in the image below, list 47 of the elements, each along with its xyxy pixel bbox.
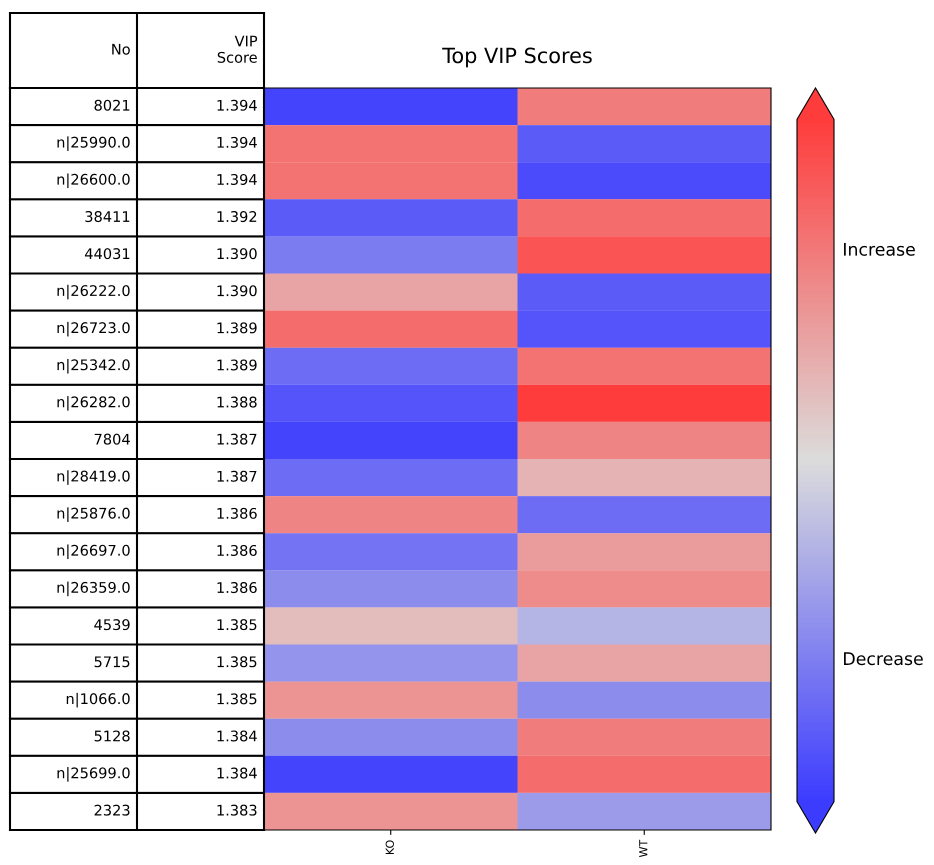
y2-tick-label: 1.394 [218,136,257,148]
y2-tick-label: 1.387 [218,434,256,445]
y2-tick-label: 1.385 [218,656,256,668]
y-tick-label: 8021 [94,100,130,111]
y2-tick-label: 1.386 [218,582,257,594]
y2-tick-label: 1.384 [218,730,257,742]
y-tick-label: n|26359.0 [58,582,130,596]
y-axis-title: No [112,44,130,55]
y2-tick-label: 1.390 [218,248,257,260]
y2-tick-label: 1.389 [218,322,257,334]
y-tick-label: n|25990.0 [58,136,130,151]
y-tick-label: n|26282.0 [58,396,130,411]
y-tick-label: n|26723.0 [58,322,130,336]
y-tick-label: n|26600.0 [58,173,130,188]
y-tick-label: 7804 [94,434,130,445]
y2-tick-label: 1.390 [218,285,257,296]
y-tick-label: n|25342.0 [58,358,130,374]
y-tick-label: n|25876.0 [58,507,130,522]
y2-tick-label: 1.386 [218,508,257,519]
y-tick-label: 5715 [94,656,130,668]
y-tick-label: 2323 [94,804,130,816]
y-tick-label: n|26697.0 [58,544,130,560]
y2-tick-label: 1.394 [218,100,257,111]
y-tick-label: 38411 [85,211,130,222]
y-tick-label: n|28419.0 [58,470,130,485]
color-bar-label: Decrease [844,652,923,666]
color-bar-label: Increase [844,242,915,256]
y-tick-label: 5128 [94,730,130,742]
y2-tick-label: 1.385 [218,693,256,704]
y2-tick-label: 1.384 [218,768,257,779]
y2-tick-label: 1.387 [218,470,256,482]
y2-tick-label: 1.383 [218,804,256,816]
y2-tick-label: 1.394 [218,174,257,185]
y-tick-label: n|25699.0 [58,767,130,782]
y2-tick-label: 1.392 [218,211,256,222]
y2-axis-title: VIP Score [218,36,258,63]
y2-tick-label: 1.389 [218,359,257,370]
y-tick-label: 44031 [84,248,130,260]
x-tick-label: KO [386,840,394,854]
y2-tick-label: 1.388 [218,396,257,408]
y2-tick-label: 1.385 [218,619,256,630]
y-tick-label: n|26222.0 [58,284,130,300]
x-tick-label: WT [639,840,648,858]
y-tick-label: 4539 [94,619,130,630]
y2-tick-label: 1.386 [218,544,257,556]
chart-title: Top VIP Scores [442,48,592,68]
y-tick-label: n|1066.0 [66,692,130,708]
